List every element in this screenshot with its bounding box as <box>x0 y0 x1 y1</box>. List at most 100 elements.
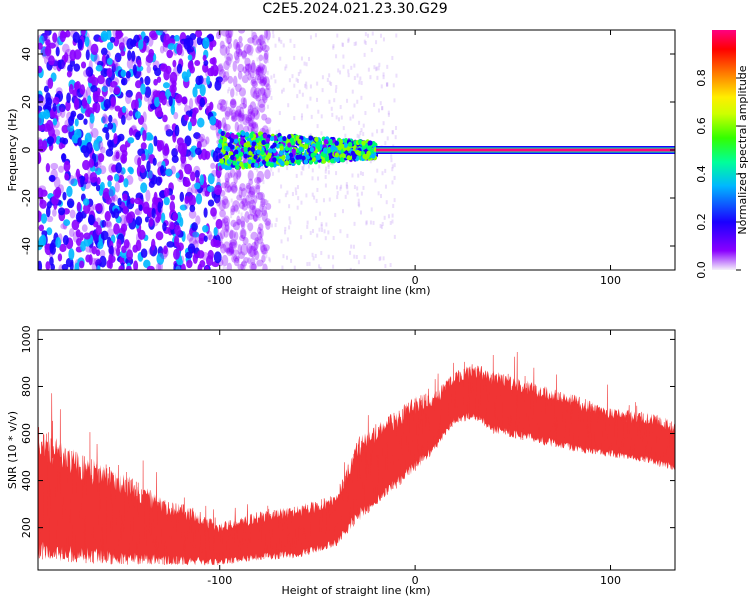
heatmap-cell <box>188 209 197 219</box>
heatmap-cell <box>107 122 114 130</box>
heatmap-cell <box>221 254 229 267</box>
heatmap-cell <box>294 187 297 192</box>
heatmap-cell <box>273 135 278 141</box>
heatmap-cell <box>219 209 226 218</box>
heatmap-cell <box>268 127 271 132</box>
heatmap-cell <box>230 132 235 139</box>
heatmap-cell <box>387 110 390 115</box>
heatmap-cell <box>261 254 266 263</box>
heatmap-cell <box>38 224 45 232</box>
colorbar-tick-label: 0.0 <box>695 261 708 279</box>
heatmap-cell <box>82 159 91 171</box>
heatmap-cell <box>70 110 77 118</box>
heatmap-cell <box>240 229 246 239</box>
heatmap-cell <box>373 102 376 107</box>
heatmap-cell <box>260 197 266 208</box>
heatmap-cell <box>229 238 238 250</box>
heatmap-cell <box>325 166 328 171</box>
heatmap-cell <box>307 164 310 169</box>
heatmap-cell <box>224 110 230 120</box>
heatmap-cell <box>303 61 306 66</box>
heatmap-cell <box>266 104 269 109</box>
heatmap-cell <box>269 162 274 168</box>
heatmap-cell <box>356 73 359 78</box>
heatmap-cell <box>339 105 342 110</box>
heatmap-cell <box>235 91 238 96</box>
heatmap-cell <box>217 63 223 72</box>
heatmap-cell <box>253 154 258 160</box>
heatmap-cell <box>49 109 55 119</box>
heatmap-cell <box>52 208 57 217</box>
heatmap-cell <box>134 208 141 216</box>
heatmap-cell <box>289 38 292 43</box>
heatmap-cell <box>76 237 82 247</box>
heatmap-cell <box>393 234 396 239</box>
heatmap-cell <box>169 71 178 84</box>
colorbar-tick-label: 0.4 <box>695 165 708 183</box>
heatmap-cell <box>221 117 227 129</box>
heatmap-cell <box>337 68 340 73</box>
snr-y-tick-label: 1000 <box>20 325 33 353</box>
heatmap-cell <box>216 177 221 187</box>
heatmap-cell <box>314 253 317 258</box>
heatmap-cell <box>384 168 387 173</box>
heatmap-cell <box>311 192 314 197</box>
heatmap-cell <box>260 244 267 255</box>
heatmap-cell <box>323 229 326 234</box>
heatmap-cell <box>115 31 124 38</box>
heatmap-cell <box>228 241 237 249</box>
signal-line-core <box>376 148 675 152</box>
heatmap-cell <box>247 257 250 262</box>
heatmap-cell <box>259 228 264 238</box>
heatmap-cell <box>376 129 379 134</box>
heatmap-cell <box>73 81 80 91</box>
heatmap-cell <box>189 204 196 213</box>
heatmap-cell <box>352 114 355 119</box>
heatmap-cell <box>45 261 51 270</box>
heatmap-cell <box>103 220 109 228</box>
heatmap-cell <box>225 146 230 152</box>
heatmap-cell <box>353 75 356 80</box>
heatmap-cell <box>38 185 47 193</box>
heatmap-cell <box>346 98 349 103</box>
heatmap-cell <box>221 45 224 50</box>
heatmap-cell <box>187 151 194 161</box>
heatmap-cell <box>237 192 240 197</box>
heatmap-cell <box>148 170 153 179</box>
heatmap-cell <box>155 215 161 223</box>
heatmap-cell <box>291 148 296 154</box>
snr-x-axis-label: Height of straight line (km) <box>281 584 430 597</box>
heatmap-cell <box>375 66 378 71</box>
heatmap-cell <box>238 87 247 97</box>
heatmap-cell <box>375 67 378 72</box>
heatmap-cell <box>234 121 239 132</box>
heatmap-cell <box>148 142 154 155</box>
heatmap-cell <box>358 120 361 125</box>
heatmap-cell <box>304 144 309 150</box>
heatmap-cell <box>230 185 238 193</box>
heatmap-cell <box>371 132 374 137</box>
heatmap-cell <box>243 125 250 133</box>
heatmap-y-tick-label: 40 <box>20 47 33 61</box>
heatmap-cell <box>58 142 64 150</box>
heatmap-cell <box>151 238 156 251</box>
heatmap-cell <box>259 91 262 96</box>
heatmap-cell <box>128 110 134 117</box>
heatmap-cell <box>366 145 372 151</box>
heatmap-cell <box>101 220 107 228</box>
heatmap-cell <box>394 135 397 140</box>
heatmap-cell <box>242 113 250 126</box>
heatmap-cell <box>66 92 71 104</box>
heatmap-cell <box>253 248 258 256</box>
heatmap-cell <box>38 260 43 270</box>
heatmap-cell <box>61 124 69 134</box>
heatmap-cell <box>202 224 209 233</box>
heatmap-cell <box>246 222 249 227</box>
heatmap-cell <box>256 259 264 267</box>
heatmap-cell <box>69 49 77 62</box>
heatmap-cell <box>40 213 48 224</box>
heatmap-cell <box>38 139 44 150</box>
heatmap-cell <box>232 75 238 88</box>
heatmap-cell <box>184 135 192 147</box>
heatmap-cell <box>322 198 325 203</box>
